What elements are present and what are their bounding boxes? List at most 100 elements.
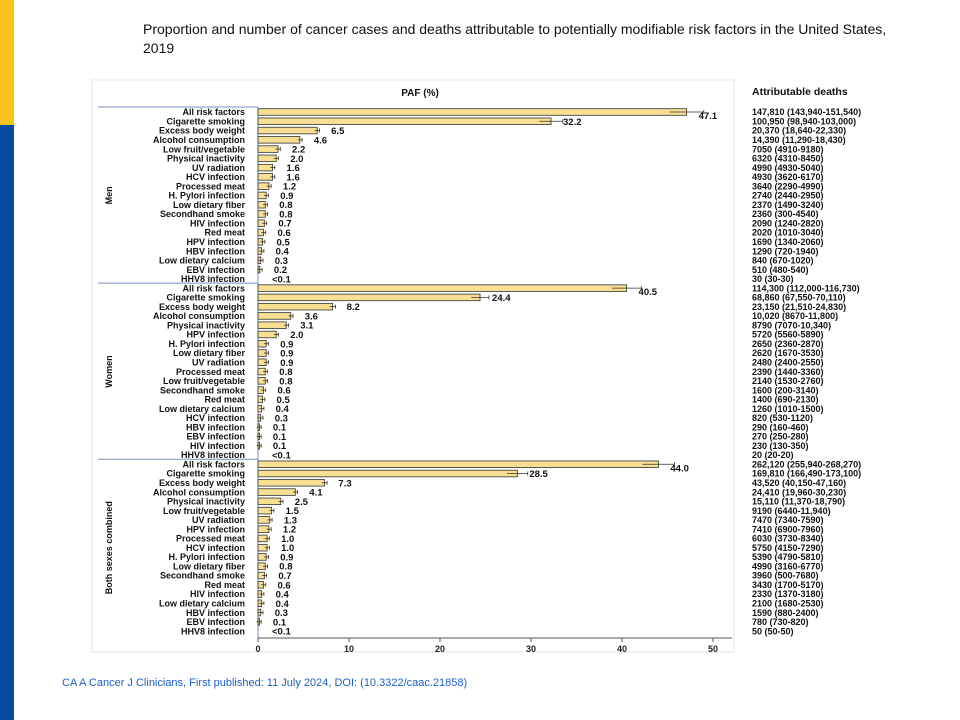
attributable-deaths-value: 2140 (1530-2760) [752,376,824,386]
paf-value-label: 0.8 [279,200,292,211]
attributable-deaths-value: 1690 (1340-2060) [752,237,824,247]
deaths-column-header: Attributable deaths [752,86,848,98]
risk-factor-label: Alcohol consumption [153,135,245,145]
risk-factor-label: Low fruit/vegetable [163,506,245,516]
bar [257,117,552,125]
risk-factor-label: HHV8 infection [181,450,245,460]
attributable-deaths-value: 1400 (690-2130) [752,395,819,405]
paf-value-label: 0.1 [273,617,287,628]
attributable-deaths-value: 230 (130-350) [752,441,809,451]
risk-factor-label: All risk factors [182,283,245,293]
risk-factor-label: Cigarette smoking [166,293,245,303]
paf-value-label: 0.8 [279,367,292,378]
attributable-deaths-value: 169,810 (166,490-173,100) [752,469,861,479]
attributable-deaths-value: 820 (530-1120) [752,413,813,423]
attributable-deaths-value: 20 (20-20) [752,450,794,460]
attributable-deaths-value: 2370 (1490-3240) [752,200,824,210]
risk-factor-label: All risk factors [182,107,245,117]
paf-value-label: 7.3 [338,478,351,489]
risk-factor-label: Cigarette smoking [166,469,245,479]
attributable-deaths-value: 2650 (2360-2870) [752,339,824,349]
risk-factor-label: Physical inactivity [167,320,245,330]
paf-value-label: 28.5 [529,469,548,480]
attributable-deaths-value: 1260 (1010-1500) [752,404,824,414]
attributable-deaths-value: 2330 (1370-3180) [752,589,824,599]
attributable-deaths-value: 3430 (1700-5170) [752,580,824,590]
bar [257,460,659,468]
risk-factor-label: Excess body weight [159,478,245,488]
attributable-deaths-value: 100,950 (98,940-103,000) [752,116,856,126]
bar [257,284,627,292]
risk-factor-label: Excess body weight [159,126,245,136]
attributable-deaths-value: 15,110 (11,370-18,790) [752,497,845,507]
paf-value-label: 32.2 [563,117,582,128]
paf-value-label: 47.1 [699,111,718,122]
risk-factor-label: HCV infection [186,172,245,182]
attributable-deaths-value: 1290 (720-1940) [752,246,819,256]
attributable-deaths-value: 5720 (5560-5890) [752,330,824,340]
bar [257,108,688,116]
group-label-both-sexes-combined: Both sexes combined [104,501,114,594]
paf-value-label: 0.1 [273,441,287,452]
risk-factor-label: HIV infection [190,441,245,451]
risk-factor-label: UV radiation [192,515,245,525]
bar [257,312,292,320]
attributable-deaths-value: 2390 (1440-3360) [752,367,824,377]
plot-frame [91,79,735,653]
risk-factor-label: Low dietary fiber [173,348,246,358]
attributable-deaths-value: 7050 (4910-9180) [752,144,824,154]
attributable-deaths-value: 1600 (200-3140) [752,385,819,395]
attributable-deaths-value: 290 (160-460) [752,422,809,432]
paf-value-label: <0.1 [272,274,291,285]
paf-value-label: 0.1 [273,423,287,434]
paf-value-label: 2.0 [290,330,303,341]
paf-value-label: 0.6 [277,386,290,397]
risk-factor-label: HPV infection [186,524,245,534]
paf-value-label: 0.8 [279,376,292,387]
paf-value-label: 2.2 [292,145,305,156]
attributable-deaths-value: 2620 (1670-3530) [752,348,824,358]
bar [257,302,334,311]
paf-value-label: 6.5 [331,126,345,137]
bar [257,469,518,478]
risk-factor-label: Secondhand smoke [160,385,245,395]
paf-value-label: 3.6 [305,311,318,322]
paf-value-label: 0.3 [275,608,288,619]
attributable-deaths-value: 30 (30-30) [752,274,794,284]
paf-value-label: 44.0 [670,463,689,474]
paf-value-label: 0.4 [276,599,290,610]
risk-factor-label: Red meat [204,228,245,238]
paf-value-label: 3.1 [300,321,314,332]
attributable-deaths-value: 780 (730-820) [752,617,809,627]
paf-value-label: 1.0 [281,543,294,554]
paf-value-label: 0.9 [280,349,293,360]
paf-value-label: 4.1 [309,488,323,499]
risk-factor-label: Low fruit/vegetable [163,376,245,386]
bar [257,136,301,144]
paf-value-label: 8.2 [347,302,360,313]
attributable-deaths-value: 14,390 (11,290-18,430) [752,135,846,145]
risk-factor-label: HPV infection [186,330,245,340]
attributable-deaths-value: 1590 (880-2400) [752,608,819,618]
paf-value-label: 0.8 [279,209,292,220]
accent-bar-blue [0,125,14,720]
paf-value-label: 4.6 [314,135,327,146]
attributable-deaths-value: 68,860 (67,550-70,110) [752,293,846,303]
paf-value-label: 0.5 [277,395,291,406]
attributable-deaths-value: 24,410 (19,960-30,230) [752,487,846,497]
bar [257,126,318,135]
paf-value-label: 1.2 [283,182,296,193]
risk-factor-label: Low dietary fiber [173,561,246,571]
paf-value-label: 0.3 [275,256,288,267]
attributable-deaths-value: 6030 (3730-8340) [752,534,824,544]
bar [257,488,296,496]
attributable-deaths-value: 270 (250-280) [752,432,809,442]
bar [257,145,279,153]
risk-factor-label: EBV infection [186,432,245,442]
paf-value-label: 40.5 [639,287,658,298]
attributable-deaths-value: 4990 (3160-6770) [752,561,824,571]
bar [257,154,277,163]
paf-value-label: 0.3 [275,413,288,424]
risk-factor-label: H. Pylori infection [168,191,245,201]
paf-value-label: 0.2 [274,265,287,276]
